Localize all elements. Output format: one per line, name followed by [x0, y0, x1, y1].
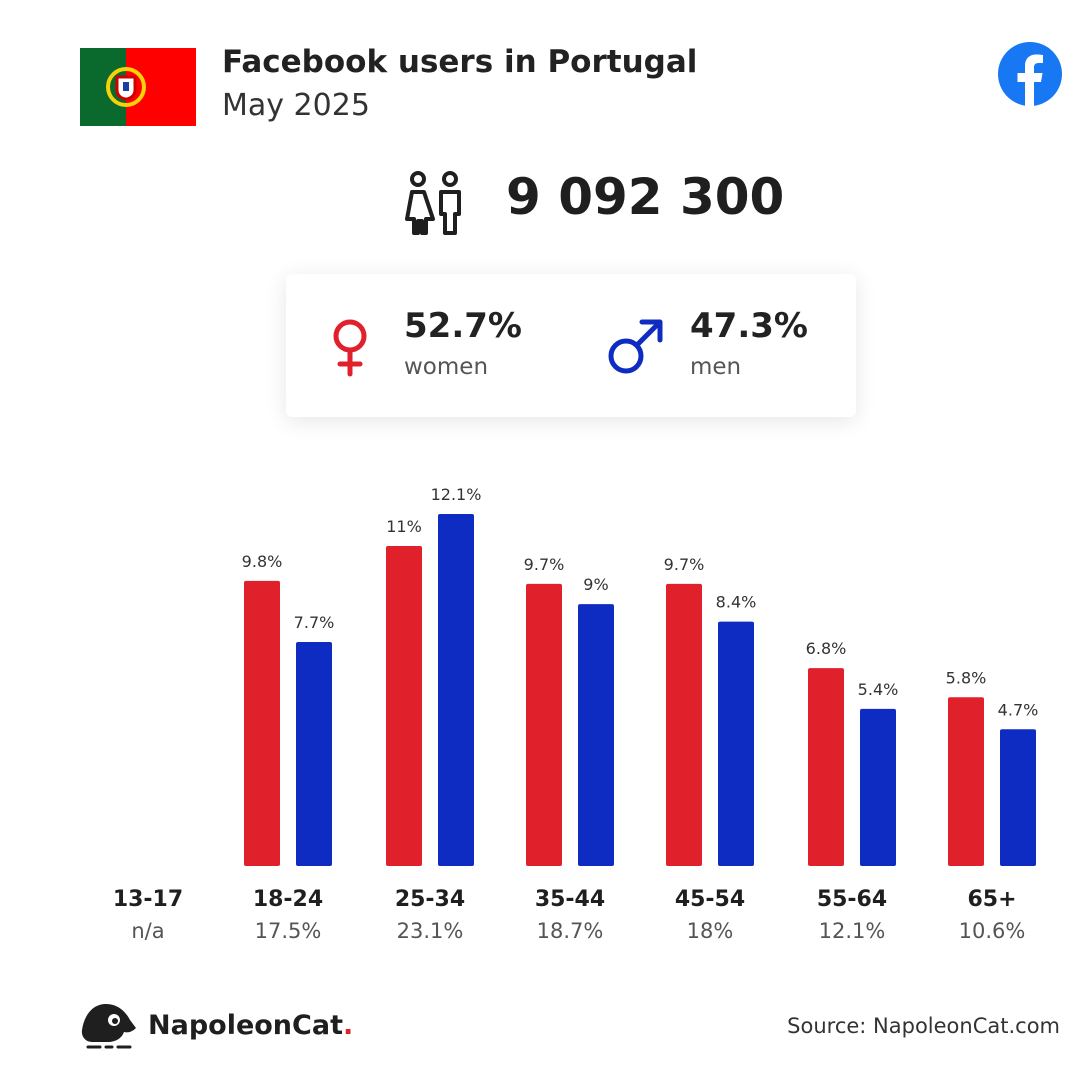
- napoleoncat-logo-icon: [81, 1004, 136, 1049]
- men-bar-45-54: [718, 621, 754, 866]
- age-group-total-55-64: 12.1%: [819, 919, 886, 943]
- men-value-label-18-24: 7.7%: [294, 613, 335, 632]
- age-group-label-35-44: 35-44: [535, 887, 605, 912]
- male-symbol-icon: [608, 319, 663, 374]
- women-bar-35-44: [526, 583, 562, 866]
- source-credit: Source: NapoleonCat.com: [787, 1014, 1060, 1038]
- women-value-label-35-44: 9.7%: [524, 555, 565, 574]
- age-group-total-25-34: 23.1%: [397, 919, 464, 943]
- men-bar-65+: [1000, 729, 1036, 866]
- men-bar-18-24: [296, 642, 332, 866]
- men-value-label-35-44: 9%: [583, 575, 608, 594]
- age-group-total-35-44: 18.7%: [537, 919, 604, 943]
- men-bar-35-44: [578, 604, 614, 866]
- brand-name: NapoleonCat.: [148, 1010, 353, 1041]
- portugal-flag-icon: [80, 48, 196, 126]
- women-label: women: [404, 354, 489, 380]
- men-bar-55-64: [860, 708, 896, 866]
- people-icon: [405, 171, 461, 235]
- men-value-label-55-64: 5.4%: [858, 680, 899, 699]
- women-bar-65+: [948, 697, 984, 866]
- page-subtitle: May 2025: [222, 88, 370, 123]
- women-bar-18-24: [244, 580, 280, 866]
- gender-split-card: 52.7% women 47.3% men: [286, 274, 856, 417]
- female-symbol-icon: [333, 319, 367, 377]
- women-value-label-65+: 5.8%: [946, 668, 987, 687]
- women-bar-45-54: [666, 583, 702, 866]
- age-group-total-18-24: 17.5%: [255, 919, 322, 943]
- men-percentage: 47.3%: [690, 306, 808, 346]
- women-value-label-45-54: 9.7%: [664, 555, 705, 574]
- age-group-label-65+: 65+: [967, 887, 1016, 912]
- total-users-value: 9 092 300: [506, 168, 785, 226]
- women-bar-25-34: [386, 546, 422, 866]
- women-value-label-55-64: 6.8%: [806, 639, 847, 658]
- facebook-icon: [998, 42, 1062, 106]
- men-value-label-65+: 4.7%: [998, 700, 1039, 719]
- women-value-label-25-34: 11%: [386, 517, 422, 536]
- age-group-total-13-17: n/a: [131, 919, 164, 943]
- age-group-label-45-54: 45-54: [675, 887, 745, 912]
- women-percentage: 52.7%: [404, 306, 522, 346]
- men-value-label-45-54: 8.4%: [716, 593, 757, 612]
- women-bar-55-64: [808, 668, 844, 866]
- page-title: Facebook users in Portugal: [222, 44, 698, 80]
- age-group-total-45-54: 18%: [687, 919, 734, 943]
- brand-dot: .: [342, 1010, 354, 1041]
- age-group-label-55-64: 55-64: [817, 887, 887, 912]
- men-bar-25-34: [438, 514, 474, 866]
- age-group-total-65+: 10.6%: [959, 919, 1026, 943]
- age-group-label-13-17: 13-17: [113, 887, 183, 912]
- men-value-label-25-34: 12.1%: [431, 485, 482, 504]
- age-group-label-18-24: 18-24: [253, 887, 323, 912]
- age-group-label-25-34: 25-34: [395, 887, 465, 912]
- men-label: men: [690, 354, 742, 380]
- age-gender-bar-chart: 13-17 n/a 9.8% 7.7% 18-24 17.5% 11% 12.1% 25-34 2…: [113, 485, 1039, 943]
- women-value-label-18-24: 9.8%: [242, 552, 283, 571]
- brand-text: NapoleonCat: [148, 1010, 343, 1041]
